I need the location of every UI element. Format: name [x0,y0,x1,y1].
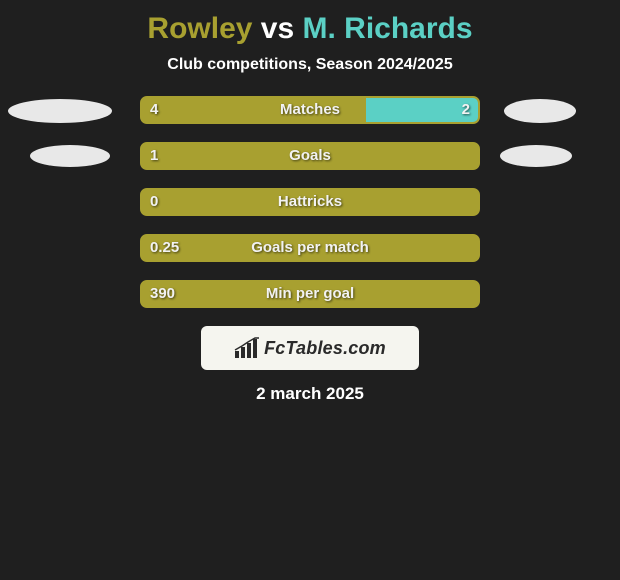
stat-row: 1Goals [0,142,620,170]
title-vs: vs [261,12,294,45]
value-left: 390 [150,280,175,308]
bar-track [140,280,480,308]
value-left: 4 [150,96,158,124]
stat-row: 0Hattricks [0,188,620,216]
comparison-widget: Rowley vs M. Richards Club competitions,… [0,0,620,404]
bar-zone: 0Hattricks [140,188,480,216]
stat-row: 0.25Goals per match [0,234,620,262]
bar-track [140,142,480,170]
ellipse-left [8,99,112,123]
bar-zone: 1Goals [140,142,480,170]
bar-zone: 390Min per goal [140,280,480,308]
date-text: 2 march 2025 [0,384,620,404]
page-title: Rowley vs M. Richards [0,12,620,46]
bar-track [140,188,480,216]
bar-zone: 0.25Goals per match [140,234,480,262]
stat-rows: 42Matches1Goals0Hattricks0.25Goals per m… [0,96,620,308]
subtitle: Club competitions, Season 2024/2025 [0,56,620,74]
bar-left [142,282,478,308]
title-player2: M. Richards [303,12,473,45]
ellipse-left [30,145,110,167]
value-right: 2 [462,96,470,124]
bar-track [140,96,480,124]
ellipse-right [504,99,576,123]
bar-left [142,98,366,124]
ellipse-right [500,145,572,167]
bar-zone: 42Matches [140,96,480,124]
value-left: 1 [150,142,158,170]
stat-row: 390Min per goal [0,280,620,308]
bar-chart-icon [234,337,260,359]
title-player1: Rowley [147,12,252,45]
bar-left [142,144,478,170]
value-left: 0.25 [150,234,179,262]
value-left: 0 [150,188,158,216]
stat-row: 42Matches [0,96,620,124]
bar-left [142,190,478,216]
brand-logo: FcTables.com [201,326,419,370]
bar-track [140,234,480,262]
bar-left [142,236,478,262]
brand-text: FcTables.com [264,338,386,359]
